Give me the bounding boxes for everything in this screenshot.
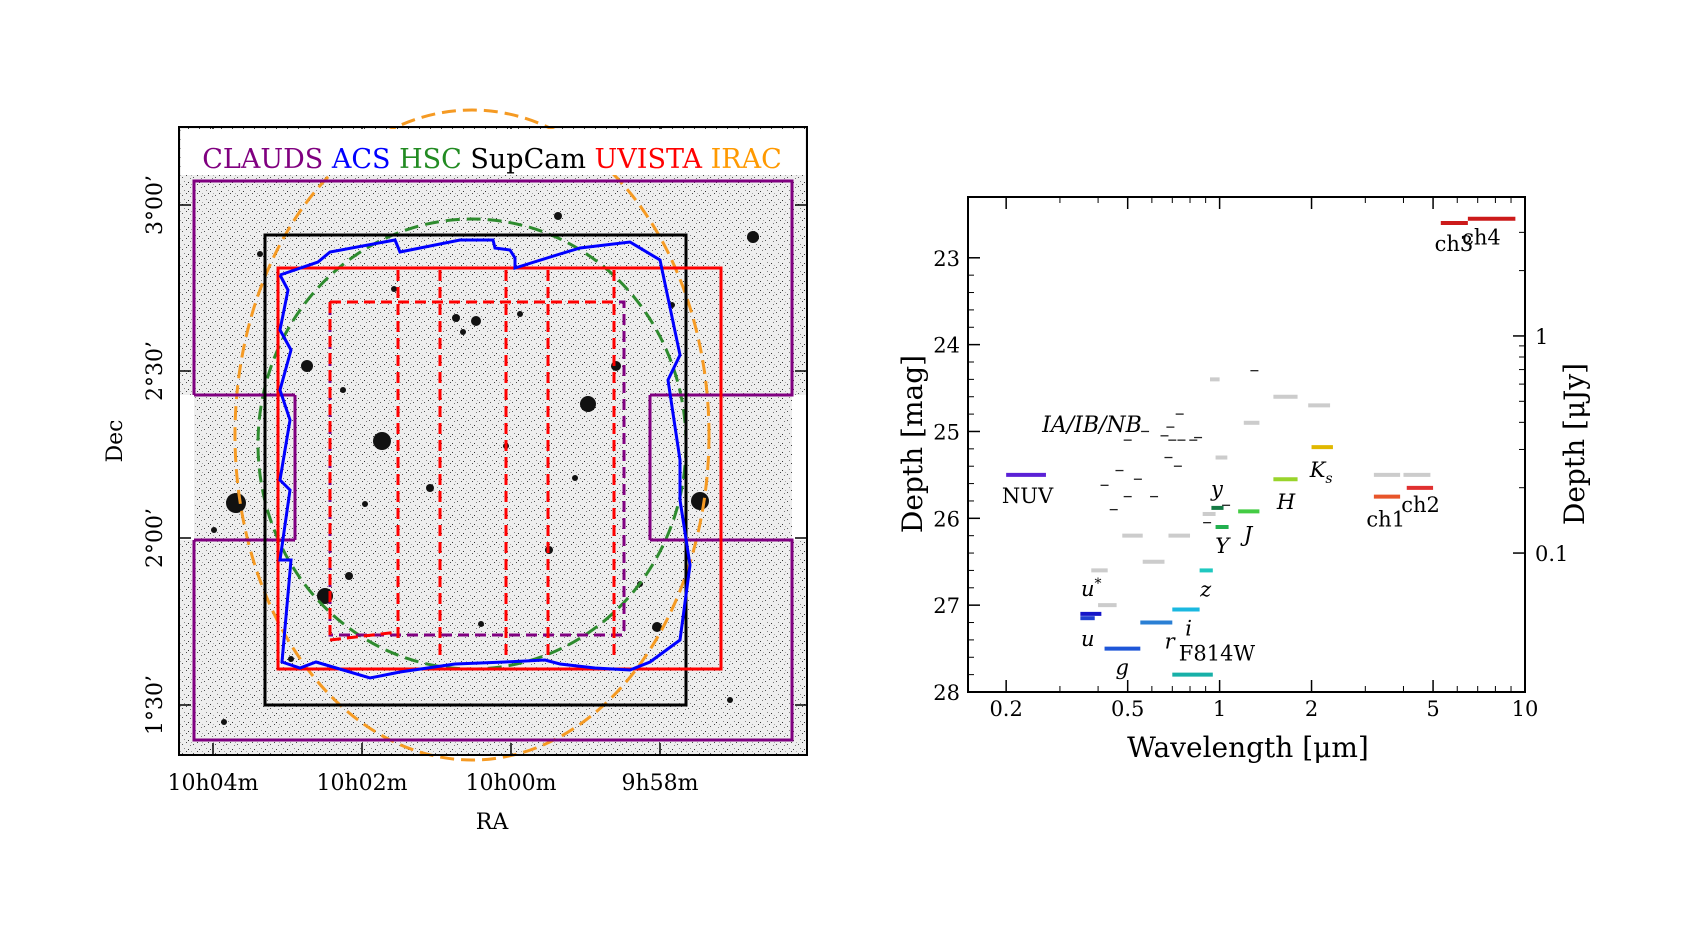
x-tick-label: 1	[1213, 697, 1226, 721]
clauds-footprint-bottom	[192, 538, 794, 742]
x-tick-label: 2	[1305, 697, 1318, 721]
band-label-g: g	[1116, 656, 1129, 680]
right-tick-labels: 10.1	[1535, 325, 1568, 566]
legend-hsc: HSC	[399, 144, 462, 175]
band-label-H: H	[1276, 490, 1296, 514]
x-tick-label: 5	[1426, 697, 1439, 721]
x-tick-labels: 0.2 0.5 1 2 5 10	[989, 697, 1538, 721]
footprint-frame	[178, 126, 808, 756]
x-axis-label: Wavelength [μm]	[1127, 731, 1369, 764]
y-tick-label: 25	[933, 420, 960, 444]
band-label-ustar: u*	[1081, 576, 1102, 601]
y-tick-label: 23	[933, 247, 960, 271]
uvista-ultradeep-stripes	[328, 270, 616, 660]
band-label-y: y	[1210, 477, 1224, 501]
x-tick-label: 0.5	[1111, 697, 1144, 721]
band-label-ch4: ch4	[1462, 226, 1501, 250]
band-label-r: r	[1165, 630, 1177, 654]
legend-clauds: CLAUDS	[202, 144, 323, 175]
medium-bands	[1091, 377, 1431, 608]
legend-bg	[181, 129, 805, 175]
legend-supcam: SupCam	[470, 144, 586, 175]
band-label-z: z	[1199, 577, 1212, 601]
ra-tick-label: 9h58m	[621, 771, 698, 796]
band-label-J: J	[1240, 522, 1254, 546]
right-y-axis-label: Depth [μJy]	[1558, 363, 1591, 525]
legend-acs: ACS	[331, 144, 391, 175]
y-tick-label: 28	[933, 681, 960, 705]
right-tick-label: 0.1	[1535, 542, 1568, 566]
footprint-xtick-labels: 10h04m 10h02m 10h00m 9h58m	[167, 771, 698, 796]
y-tick-label: 27	[933, 594, 960, 618]
chart-ticks	[968, 197, 1526, 693]
acs-footprint	[278, 238, 692, 680]
dec-tick-label: 2°00’	[143, 508, 168, 568]
dec-tick-label: 3°00’	[143, 175, 168, 235]
dec-axis-label: Dec	[103, 420, 128, 463]
irac-footprint	[233, 108, 711, 762]
x-tick-label: 10	[1512, 697, 1539, 721]
y-tick-label: 26	[933, 507, 960, 531]
y-tick-labels: 23 24 25 26 27 28	[933, 247, 960, 705]
footprint-panel: CLAUDS ACS HSC SupCam UVISTA IRAC 10h04m…	[103, 108, 808, 835]
ia-ib-nb-label: IA/IB/NB	[1041, 413, 1142, 438]
footprint-ytick-labels: 3°00’ 2°30’ 2°00’ 1°30’	[143, 175, 168, 735]
band-label-ch3: ch3	[1435, 232, 1474, 256]
footprint-legend: CLAUDS ACS HSC SupCam UVISTA IRAC	[202, 144, 781, 175]
band-label-Y: Y	[1215, 534, 1231, 558]
ra-axis-label: RA	[476, 810, 510, 835]
y-tick-label: 24	[933, 334, 960, 358]
ra-tick-label: 10h00m	[465, 771, 556, 796]
clauds-footprint-top	[192, 179, 794, 397]
uvista-footprint	[276, 266, 723, 671]
y-axis-label: Depth [mag]	[896, 355, 929, 533]
broad-bands	[1006, 216, 1516, 677]
band-label-i: i	[1185, 617, 1192, 641]
supcam-footprint	[263, 233, 688, 707]
band-label-nuv: NUV	[1002, 484, 1054, 508]
legend-uvista: UVISTA	[595, 144, 703, 175]
band-label-u: u	[1081, 627, 1095, 651]
chart-frame	[967, 196, 1526, 693]
x-tick-label: 0.2	[989, 697, 1022, 721]
band-label-f814w: F814W	[1179, 642, 1256, 666]
legend-irac: IRAC	[711, 144, 782, 175]
dec-tick-label: 1°30’	[143, 675, 168, 735]
band-label-Ks: Ks	[1309, 458, 1333, 487]
band-label-ch1: ch1	[1366, 508, 1405, 532]
right-tick-label: 1	[1535, 325, 1548, 349]
ra-tick-label: 10h02m	[316, 771, 407, 796]
dec-tick-label: 2°30’	[143, 341, 168, 401]
ra-tick-label: 10h04m	[167, 771, 258, 796]
narrow-bands	[1100, 370, 1259, 524]
band-label-ch2: ch2	[1401, 493, 1440, 517]
